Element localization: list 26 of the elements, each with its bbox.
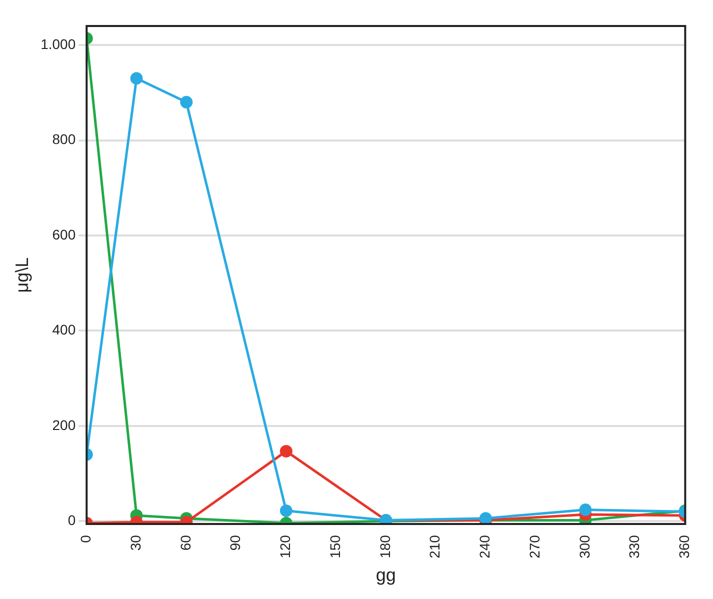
x-tick-label: 0 xyxy=(77,534,94,543)
x-tick-label: 180 xyxy=(376,534,393,558)
x-tick-label: 120 xyxy=(277,534,294,558)
x-tick-label: 30 xyxy=(127,534,144,551)
x-tick-label: 300 xyxy=(576,534,592,558)
x-tick-label: 360 xyxy=(676,534,692,558)
y-tick-label: 800 xyxy=(52,131,76,148)
x-tick-label: 60 xyxy=(177,534,194,551)
point xyxy=(180,96,193,108)
y-axis-title: μg\L xyxy=(12,257,32,293)
x-tick-label: 210 xyxy=(426,534,443,558)
y-tick-label: 600 xyxy=(52,226,76,242)
point xyxy=(280,444,292,458)
y-tick-label: 400 xyxy=(52,322,76,338)
point xyxy=(579,504,592,516)
x-axis-title: gg xyxy=(376,565,396,586)
point xyxy=(130,72,143,85)
x-tick-label: 270 xyxy=(526,534,542,558)
y-tick-label: 200 xyxy=(52,416,76,433)
x-tick-label: 240 xyxy=(476,534,493,558)
point xyxy=(280,504,292,517)
x-tick-label: 330 xyxy=(626,534,642,558)
y-tick-label: 1.000 xyxy=(40,36,76,52)
x-tick-label: 90 xyxy=(227,534,244,551)
y-tick-label: 0 xyxy=(68,512,76,528)
x-tick-label: 150 xyxy=(326,534,343,558)
